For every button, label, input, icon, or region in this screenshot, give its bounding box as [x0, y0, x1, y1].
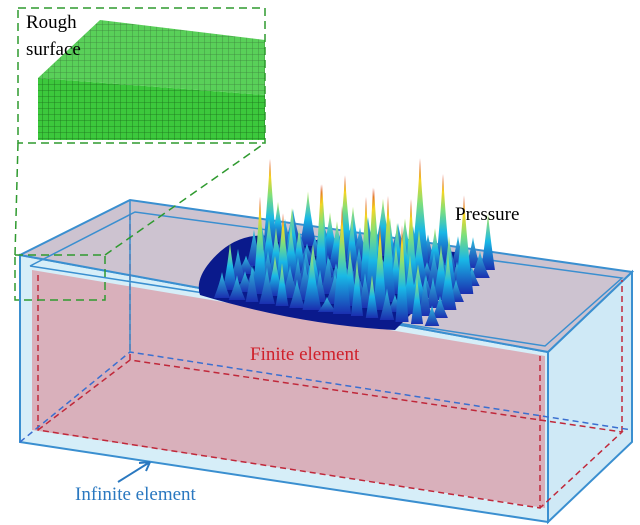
- pressure-peak: [300, 191, 317, 246]
- pressure-peaks: [214, 158, 495, 326]
- rough-label: surface: [26, 39, 81, 60]
- pressure-label: Pressure: [455, 204, 519, 225]
- diagram: Rough surface Pressure Finite element In…: [0, 0, 640, 525]
- infinite-label: Infinite element: [75, 484, 197, 505]
- finite-label: Finite element: [250, 344, 360, 365]
- infinite-arrow: [118, 462, 150, 482]
- rough-label: Rough: [26, 12, 77, 33]
